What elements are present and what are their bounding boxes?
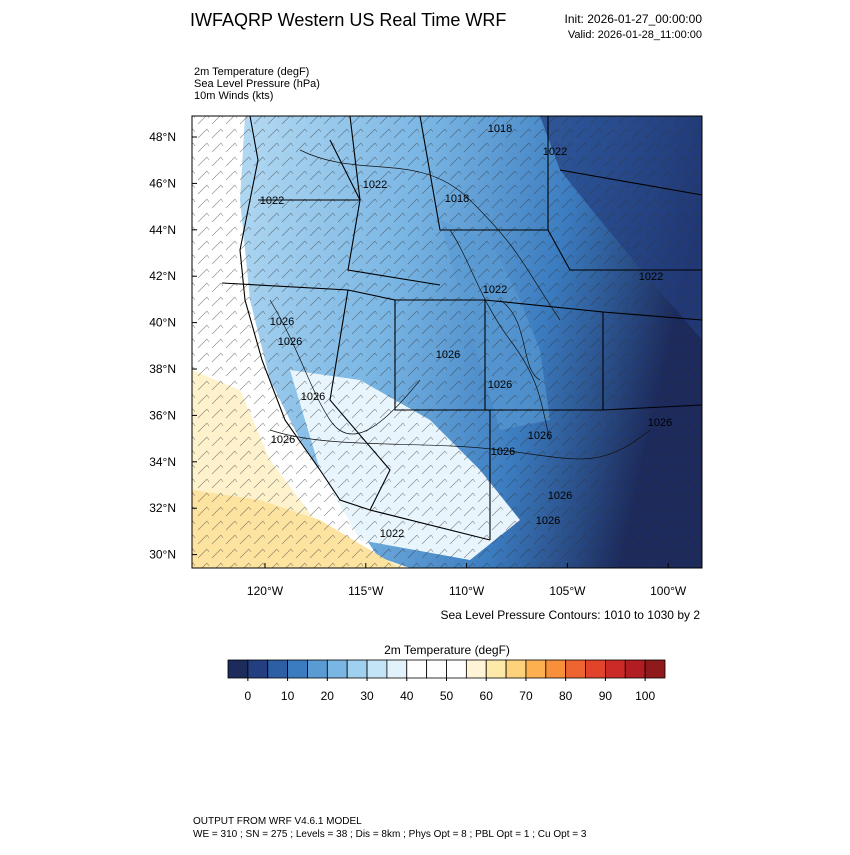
contour-label: 1018 bbox=[445, 193, 469, 205]
contour-label: 1026 bbox=[536, 515, 560, 527]
contour-label: 1022 bbox=[543, 146, 567, 158]
pressure-contours bbox=[269, 149, 651, 460]
colorbar-tick-label: 0 bbox=[245, 689, 252, 703]
contour-label: 1026 bbox=[278, 336, 302, 348]
footer-line: WE = 310 ; SN = 275 ; Levels = 38 ; Dis … bbox=[193, 829, 587, 840]
colorbar-tick-label: 50 bbox=[440, 689, 454, 703]
lat-label: 32°N bbox=[149, 501, 176, 515]
color-box bbox=[346, 659, 368, 679]
lat-label: 42°N bbox=[149, 269, 176, 283]
color-box bbox=[267, 659, 288, 679]
contour-label: 1022 bbox=[639, 271, 663, 283]
colorbar-tick-label: 100 bbox=[635, 689, 655, 703]
color-box bbox=[505, 659, 527, 679]
lat-label: 46°N bbox=[149, 176, 176, 190]
lat-label: 40°N bbox=[149, 316, 176, 330]
contour-note: Sea Level Pressure Contours: 1010 to 103… bbox=[441, 608, 701, 622]
contour-label: 1026 bbox=[301, 391, 325, 403]
color-box bbox=[386, 659, 408, 679]
color-box bbox=[406, 659, 428, 679]
lon-label: 105°W bbox=[549, 584, 586, 598]
contour-label: 1022 bbox=[483, 284, 507, 296]
color-box bbox=[465, 659, 487, 679]
lat-label: 48°N bbox=[149, 130, 176, 144]
color-box bbox=[644, 659, 666, 679]
lon-label: 100°W bbox=[650, 584, 687, 598]
contour-label: 1026 bbox=[436, 349, 460, 361]
field-label: 10m Winds (kts) bbox=[194, 90, 273, 102]
contour-label: 1026 bbox=[270, 316, 294, 328]
map-frame bbox=[191, 115, 703, 569]
color-box bbox=[247, 659, 269, 679]
contour-label: 1026 bbox=[271, 434, 295, 446]
colorbar-tick-label: 30 bbox=[360, 689, 374, 703]
field-label: Sea Level Pressure (hPa) bbox=[194, 78, 320, 90]
contour-label: 1022 bbox=[380, 528, 404, 540]
lon-label: 110°W bbox=[449, 584, 485, 598]
colorbar-tick-label: 80 bbox=[559, 689, 573, 703]
colorbar-tick-label: 70 bbox=[519, 689, 533, 703]
colorbar: 0 10 20 30 40 50 60 70 80 90 100 bbox=[227, 659, 666, 703]
contour-label: 1026 bbox=[488, 379, 512, 391]
color-box bbox=[326, 659, 348, 679]
lat-label: 30°N bbox=[149, 548, 176, 562]
lat-label: 38°N bbox=[149, 362, 176, 376]
colorbar-title: 2m Temperature (degF) bbox=[384, 643, 510, 657]
color-box bbox=[227, 659, 249, 679]
contour-label: 1022 bbox=[363, 179, 387, 191]
contour-label: 1022 bbox=[260, 195, 284, 207]
title: IWFAQRP Western US Real Time WRF bbox=[190, 10, 506, 30]
color-box bbox=[565, 659, 586, 679]
footer-line: OUTPUT FROM WRF V4.6.1 MODEL bbox=[193, 816, 362, 827]
color-box bbox=[307, 659, 328, 679]
color-box bbox=[525, 659, 547, 679]
color-box bbox=[446, 659, 467, 679]
colorbar-tick-label: 20 bbox=[321, 689, 335, 703]
colorbar-tick-label: 40 bbox=[400, 689, 414, 703]
colorbar-tick-label: 10 bbox=[281, 689, 295, 703]
lat-label: 34°N bbox=[149, 455, 176, 469]
color-box bbox=[366, 659, 388, 679]
map: 1018 1022 1022 1022 1018 1022 1022 1026 … bbox=[192, 116, 702, 568]
colorbar-tick-label: 60 bbox=[480, 689, 494, 703]
field-list: 2m Temperature (degF)Sea Level Pressure … bbox=[194, 66, 320, 102]
contour-label: 1026 bbox=[648, 417, 672, 429]
color-box bbox=[485, 659, 507, 679]
map-axes: 48°N 46°N 44°N 42°N 40°N 38°N 36°N 34°N 32°N 30°N… bbox=[149, 130, 687, 598]
valid-time: Valid: 2026-01-28_11:00:00 bbox=[568, 29, 702, 41]
lat-label: 44°N bbox=[149, 223, 176, 237]
lat-label: 36°N bbox=[149, 408, 176, 422]
color-box bbox=[426, 659, 447, 679]
color-box bbox=[287, 659, 308, 679]
contour-label: 1026 bbox=[491, 446, 515, 458]
color-box bbox=[624, 659, 646, 679]
colorbar-tick-label: 90 bbox=[599, 689, 613, 703]
field-label: 2m Temperature (degF) bbox=[194, 66, 309, 78]
color-box bbox=[545, 659, 567, 679]
contour-label: 1018 bbox=[488, 123, 512, 135]
color-box bbox=[605, 659, 626, 679]
init-time: Init: 2026-01-27_00:00:00 bbox=[565, 12, 703, 26]
contour-label: 1026 bbox=[528, 430, 552, 442]
wind-barbs bbox=[192, 116, 702, 568]
color-box bbox=[585, 659, 606, 679]
lon-label: 120°W bbox=[247, 584, 284, 598]
contour-label: 1026 bbox=[548, 490, 572, 502]
lon-label: 115°W bbox=[348, 584, 384, 598]
